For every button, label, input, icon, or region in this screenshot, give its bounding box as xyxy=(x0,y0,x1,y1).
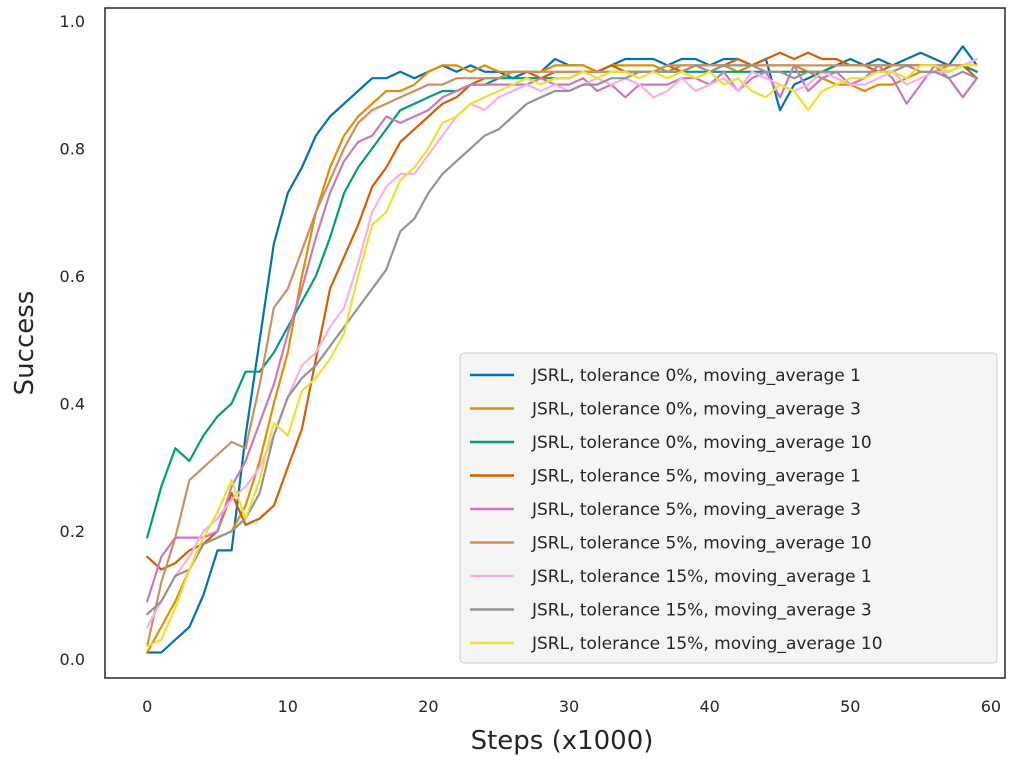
x-tick-label: 40 xyxy=(700,697,720,716)
x-tick-label: 20 xyxy=(418,697,438,716)
legend-label: JSRL, tolerance 5%, moving_average 10 xyxy=(531,534,872,554)
legend-box xyxy=(459,352,998,664)
y-tick-label: 0.8 xyxy=(60,139,85,158)
legend: JSRL, tolerance 0%, moving_average 1 JSRL… xyxy=(459,352,998,664)
x-tick-label: 30 xyxy=(559,697,579,716)
x-tick-label: 0 xyxy=(142,697,152,716)
series-line-9 xyxy=(146,64,979,648)
x-tick-label: 50 xyxy=(840,697,860,716)
y-axis-label: Success xyxy=(10,291,40,396)
legend-label: JSRL, tolerance 0%, moving_average 1 xyxy=(531,366,861,386)
legend-label: JSRL, tolerance 15%, moving_average 10 xyxy=(531,634,883,654)
series-line-5 xyxy=(146,64,979,603)
y-tick-label: 0.0 xyxy=(60,650,85,669)
y-tick-label: 0.2 xyxy=(60,522,85,541)
x-axis-ticks: 0 10 20 30 40 50 60 xyxy=(142,697,1001,716)
series-layer xyxy=(146,45,979,654)
legend-label: JSRL, tolerance 5%, moving_average 3 xyxy=(531,500,861,520)
y-tick-label: 0.4 xyxy=(60,395,85,414)
x-tick-label: 60 xyxy=(981,697,1001,716)
x-axis-label: Steps (x1000) xyxy=(471,726,654,756)
x-tick-label: 10 xyxy=(278,697,298,716)
legend-label: JSRL, tolerance 0%, moving_average 10 xyxy=(531,433,872,453)
y-tick-label: 1.0 xyxy=(60,12,85,31)
legend-label: JSRL, tolerance 0%, moving_average 3 xyxy=(531,400,861,420)
plot-area-frame xyxy=(104,7,1006,679)
series-line-6 xyxy=(146,64,979,648)
legend-label: JSRL, tolerance 15%, moving_average 1 xyxy=(531,567,872,587)
y-tick-label: 0.6 xyxy=(60,267,85,286)
series-line-8 xyxy=(146,64,979,616)
legend-label: JSRL, tolerance 15%, moving_average 3 xyxy=(531,601,872,621)
legend-label: JSRL, tolerance 5%, moving_average 1 xyxy=(531,467,861,487)
y-axis-ticks: 0.0 0.2 0.4 0.6 0.8 1.0 xyxy=(60,12,85,669)
